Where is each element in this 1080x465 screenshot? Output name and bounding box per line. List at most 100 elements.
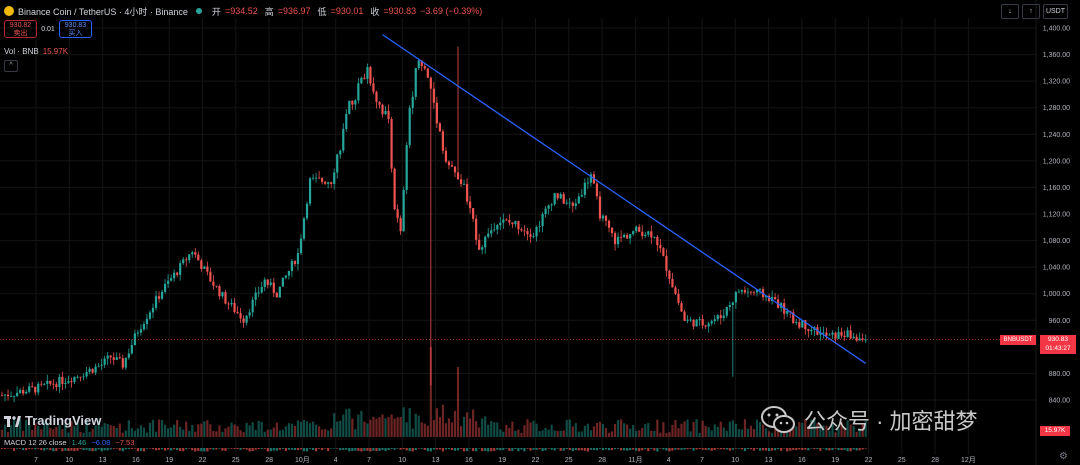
candle-body [764, 295, 768, 298]
candle [405, 142, 408, 195]
candle [248, 309, 251, 319]
candle-body [613, 233, 617, 245]
time-axis-label: 13 [765, 457, 773, 464]
macd-bar [795, 448, 798, 451]
candle [671, 272, 674, 288]
candle-body [266, 279, 269, 285]
macd-bar [616, 448, 620, 449]
macd-bar [722, 448, 725, 450]
candle-body [263, 279, 266, 288]
macd-bar [716, 448, 719, 449]
collapse-legend-button[interactable]: ^ [4, 60, 18, 72]
open-value: =934.52 [224, 6, 258, 16]
candle [837, 326, 840, 340]
volume-bar [19, 419, 22, 437]
macd-legend[interactable]: MACD 12 26 close 1.46 −6.08 −7.53 [4, 438, 134, 447]
macd-bar [734, 448, 737, 449]
buy-label: 买入 [68, 30, 83, 37]
macd-bar [151, 448, 155, 450]
candle-body [402, 189, 405, 232]
volume-bar [771, 432, 774, 437]
volume-bar [167, 428, 170, 437]
macd-bar [22, 448, 25, 451]
volume-bar [632, 424, 635, 437]
macd-bar [263, 448, 266, 449]
volume-bar [659, 432, 662, 437]
volume-bar [481, 418, 484, 437]
candle-body [393, 168, 396, 210]
candle-body [215, 285, 218, 287]
volume-bar [864, 420, 867, 437]
candle [653, 236, 656, 239]
macd-bar [786, 448, 789, 452]
candle-body [58, 376, 61, 387]
candle [130, 339, 133, 355]
volume-bar [200, 423, 203, 437]
macd-bar [34, 448, 37, 450]
price-axis-label: 840.00 [1049, 398, 1071, 405]
macd-bar [780, 448, 783, 451]
volume-label: Vol · BNB [4, 47, 39, 56]
candle-body [541, 214, 544, 227]
macd-bar [719, 448, 722, 450]
volume-bar [855, 431, 858, 437]
candle-body [209, 271, 212, 282]
arrow-up-icon[interactable]: ↑ [1021, 4, 1040, 19]
candle-body [34, 386, 37, 393]
candle [224, 289, 227, 305]
volume-legend[interactable]: Vol · BNB 15.97K [4, 47, 68, 56]
volume-bar [484, 416, 487, 437]
currency-selector[interactable]: USDT [1042, 4, 1068, 19]
volume-bar [127, 420, 130, 437]
candle-body [426, 68, 429, 78]
candle [251, 296, 254, 317]
macd-bar [88, 448, 91, 451]
macd-bar [484, 448, 487, 451]
buy-button[interactable]: 930.83 买入 [59, 20, 92, 38]
macd-bar [278, 448, 281, 450]
candle-body [333, 172, 336, 184]
symbol-title[interactable]: Binance Coin / TetherUS · 4小时 · Binance [18, 6, 188, 17]
volume-bar [242, 432, 245, 437]
candle-body [450, 165, 454, 167]
macd-bar [828, 448, 831, 451]
gear-icon[interactable]: ⚙ [1059, 451, 1068, 462]
candle-body [221, 292, 224, 297]
volume-bar [592, 426, 596, 437]
volume-bar [695, 419, 698, 437]
candle-body [855, 336, 858, 341]
candle [121, 354, 124, 370]
candle [586, 177, 589, 189]
candle-body [182, 259, 185, 264]
candle [209, 267, 212, 282]
time-axis-label: 16 [798, 457, 806, 464]
candle-body [620, 236, 623, 238]
volume-bar [426, 425, 429, 437]
candle [695, 319, 698, 327]
sell-button[interactable]: 930.82 卖出 [4, 20, 37, 38]
tradingview-logo[interactable]: TradingView [4, 413, 101, 428]
volume-bar [293, 425, 297, 437]
volume-bar [227, 426, 230, 437]
macd-bar [318, 448, 321, 449]
candle-body [668, 270, 671, 279]
arrow-down-icon[interactable]: ↓ [1000, 4, 1019, 19]
candle-body [701, 319, 704, 326]
candle-body [629, 234, 632, 239]
candle [532, 232, 535, 239]
macd-bar [737, 448, 740, 449]
volume-bar [641, 427, 644, 437]
macd-bar [683, 448, 686, 450]
macd-bar [16, 448, 19, 449]
candle [330, 181, 333, 188]
macd-bar [453, 448, 457, 451]
macd-bar [743, 448, 747, 452]
candle [598, 191, 602, 222]
volume-bar [438, 417, 441, 437]
candle [749, 290, 753, 296]
volume-bar [795, 426, 798, 437]
macd-bar [607, 448, 611, 451]
volume-bar [351, 418, 354, 437]
macd-bar [360, 448, 363, 452]
